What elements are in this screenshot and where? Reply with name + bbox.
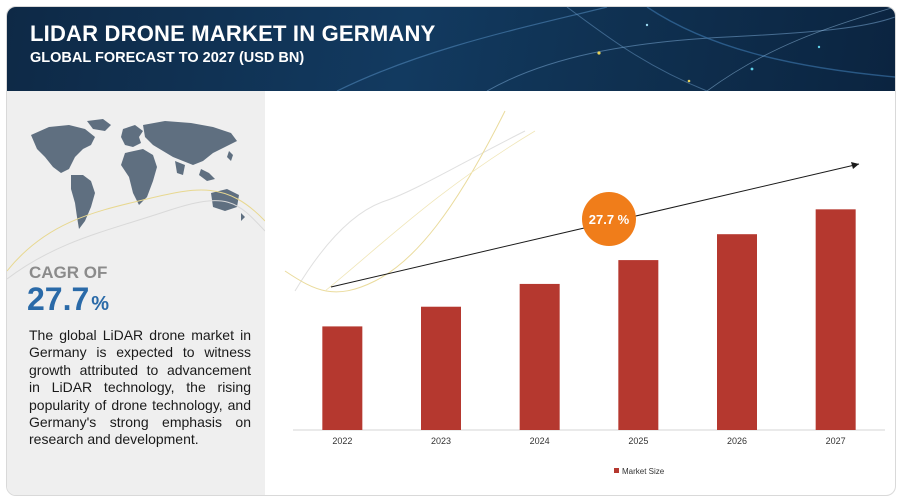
bar-2027 [815,209,856,430]
decorative-swirls [284,110,536,293]
cagr-badge [582,192,636,246]
market-description: The global LiDAR drone market in Germany… [29,327,251,448]
cagr-value: 27.7% [27,281,109,318]
trend-arrowhead [851,162,859,169]
infographic-card: LIDAR DRONE MARKET IN GERMANY GLOBAL FOR… [6,6,896,496]
cagr-number: 27.7 [27,281,90,317]
decorative-curves [7,189,265,280]
bar-2022 [322,326,363,430]
x-tick-label-2026: 2026 [727,436,747,446]
page-title: LIDAR DRONE MARKET IN GERMANY [30,21,436,46]
x-tick-label-2024: 2024 [530,436,550,446]
cagr-unit: % [91,293,110,315]
header-banner: LIDAR DRONE MARKET IN GERMANY GLOBAL FOR… [7,7,895,91]
legend-label: Market Size [622,467,665,476]
bar-chart: 2022 2023 2024 2025 2026 2027 27.7 % Market S… [284,110,885,476]
bar-2024 [519,283,560,430]
bar-2023 [421,306,461,430]
chart-area: 2022 2023 2024 2025 2026 2027 27.7 % Market S… [265,91,895,495]
bar-2026 [717,234,757,430]
x-tick-label-2027: 2027 [826,436,846,446]
legend-swatch [614,468,619,473]
summary-panel: CAGR OF 27.7% The global LiDAR drone mar… [7,91,265,495]
x-tick-label-2025: 2025 [628,436,648,446]
bar-2025 [618,260,659,430]
cagr-label: CAGR OF [29,263,108,282]
light-streaks-decoration [336,7,895,91]
cagr-badge-label: 27.7 % [589,212,630,227]
world-map-icon [31,119,245,229]
page-subtitle: GLOBAL FORECAST TO 2027 (USD BN) [30,50,305,66]
x-tick-label-2023: 2023 [431,436,451,446]
x-tick-label-2022: 2022 [332,436,352,446]
legend: Market Size [614,467,665,476]
